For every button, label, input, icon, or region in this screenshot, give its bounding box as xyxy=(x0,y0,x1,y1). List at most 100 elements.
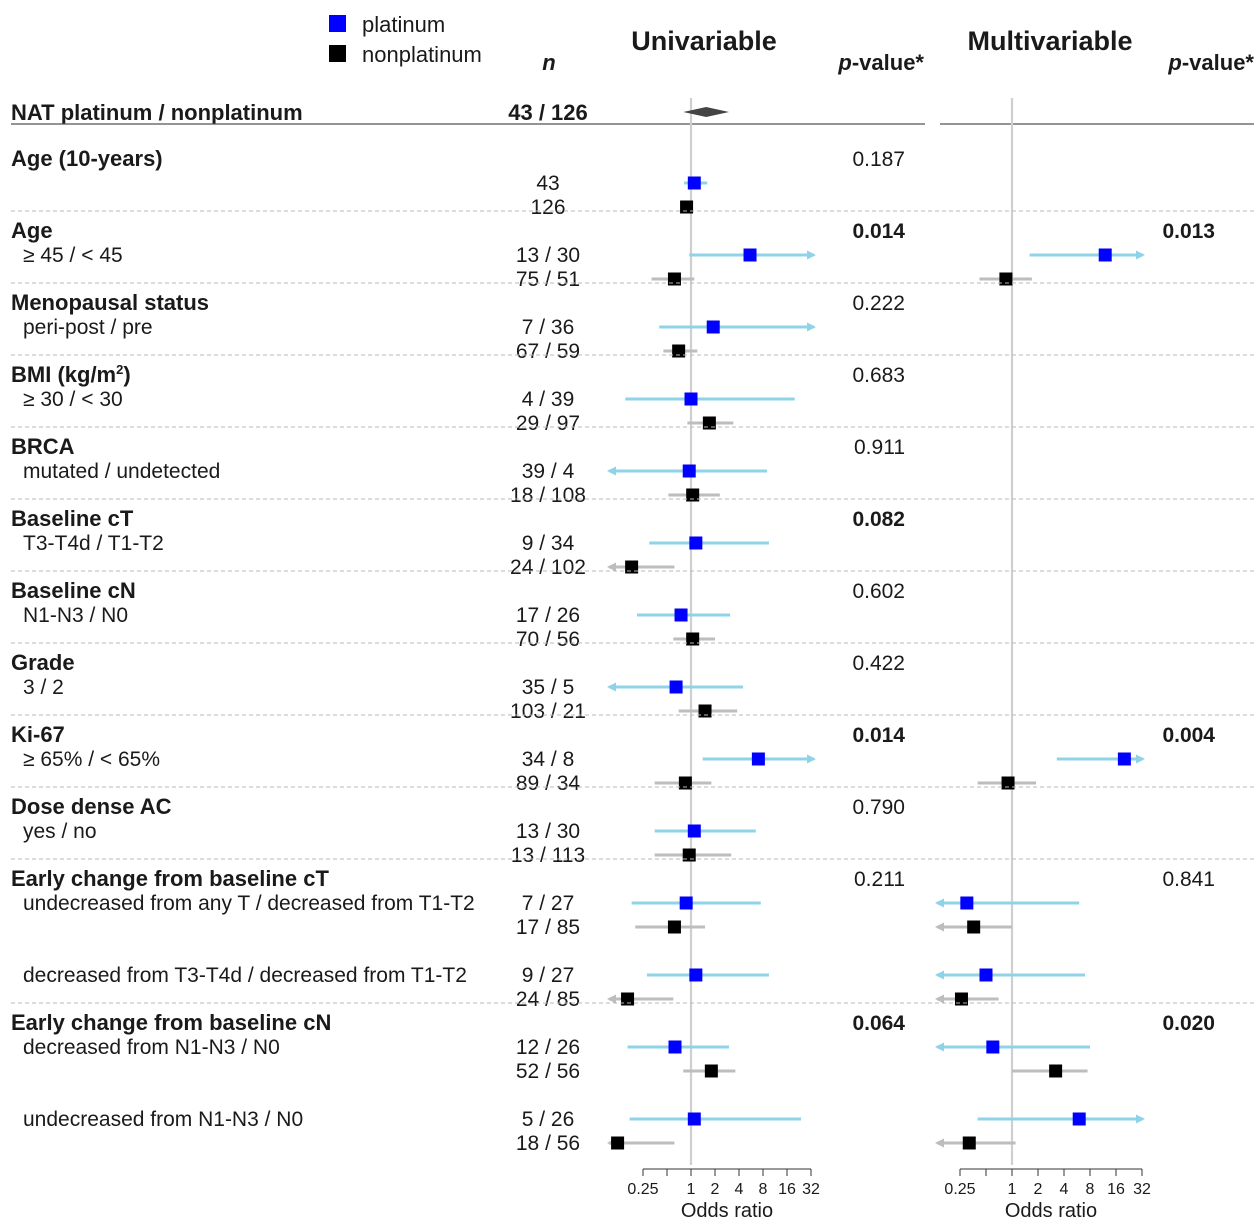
univariable-pvalue: 0.222 xyxy=(852,292,905,315)
overall-row-label: NAT platinum / nonplatinum xyxy=(11,100,303,125)
univariable-nonplatinum-point xyxy=(667,272,681,286)
univariable-pvalue-header-rest: -value* xyxy=(852,50,925,75)
univariable-pvalue: 0.082 xyxy=(852,508,905,531)
nonplatinum-n: 89 / 34 xyxy=(516,772,581,795)
univariable-tick-label: 0.25 xyxy=(627,1181,658,1198)
group-title: Ki-67 xyxy=(11,722,65,747)
nonplatinum-n: 17 / 85 xyxy=(516,916,580,939)
univariable-nonplatinum-point xyxy=(667,920,681,934)
nonplatinum-n: 24 / 102 xyxy=(510,556,586,579)
multivariable-nonplatinum-point xyxy=(999,272,1013,286)
multivariable-pvalue: 0.020 xyxy=(1162,1012,1215,1035)
legend-nonplatinum-label: nonplatinum xyxy=(362,42,482,67)
nonplatinum-n: 67 / 59 xyxy=(516,340,580,363)
univariable-platinum-point xyxy=(687,1112,701,1126)
multivariable-nonplatinum-ci-arrow-left xyxy=(935,1138,944,1148)
univariable-platinum-ci-arrow-left xyxy=(607,682,616,692)
univariable-nonplatinum-point xyxy=(611,1136,625,1150)
group-title: Dose dense AC xyxy=(11,794,172,819)
nonplatinum-n: 29 / 97 xyxy=(516,412,580,435)
group-title-superscript: 2 xyxy=(116,362,123,377)
multivariable-tick-label: 2 xyxy=(1034,1181,1043,1198)
row-label: N1-N3 / N0 xyxy=(23,604,128,627)
group-title: BMI (kg/m2) xyxy=(11,362,131,387)
univariable-nonplatinum-point xyxy=(702,416,716,430)
univariable-nonplatinum-point xyxy=(680,200,694,214)
multivariable-pvalue: 0.841 xyxy=(1162,868,1215,891)
platinum-n: 35 / 5 xyxy=(522,676,575,699)
platinum-n: 12 / 26 xyxy=(516,1036,580,1059)
multivariable-platinum-point xyxy=(979,968,993,982)
group-title: BRCA xyxy=(11,434,75,459)
univariable-nonplatinum-point xyxy=(698,704,712,718)
overall-estimate-diamond xyxy=(683,107,730,117)
platinum-n: 4 / 39 xyxy=(522,388,575,411)
platinum-n: 43 xyxy=(536,172,559,195)
univariable-platinum-point xyxy=(679,896,693,910)
platinum-n: 9 / 34 xyxy=(522,532,575,555)
univariable-pvalue: 0.211 xyxy=(854,868,905,891)
multivariable-tick-label: 1 xyxy=(1008,1181,1017,1198)
multivariable-platinum-point xyxy=(1117,752,1131,766)
multivariable-tick-label: 4 xyxy=(1060,1181,1069,1198)
univariable-platinum-point xyxy=(751,752,765,766)
univariable-platinum-ci-arrow-left xyxy=(607,466,616,476)
multivariable-platinum-ci-arrow-right xyxy=(1136,754,1145,764)
nonplatinum-n: 13 / 113 xyxy=(511,844,585,867)
multivariable-platinum-point xyxy=(1072,1112,1086,1126)
univariable-tick-label: 32 xyxy=(802,1181,820,1198)
platinum-n: 34 / 8 xyxy=(522,748,575,771)
multivariable-platinum-point xyxy=(960,896,974,910)
univariable-pvalue-header: p-value* xyxy=(837,50,924,75)
univariable-pvalue: 0.014 xyxy=(852,724,905,747)
univariable-tick-label: 4 xyxy=(735,1181,744,1198)
row-label: yes / no xyxy=(23,820,97,843)
univariable-nonplatinum-point xyxy=(682,848,696,862)
nonplatinum-n: 24 / 85 xyxy=(516,988,580,1011)
multivariable-axis-title: Odds ratio xyxy=(1005,1200,1097,1218)
univariable-nonplatinum-point xyxy=(672,344,686,358)
univariable-pvalue: 0.790 xyxy=(852,796,905,819)
legend-platinum-label: platinum xyxy=(362,12,445,37)
multivariable-nonplatinum-point xyxy=(1001,776,1015,790)
group-title: Age (10-years) xyxy=(11,146,163,171)
group-title-close: ) xyxy=(123,362,130,387)
univariable-platinum-point xyxy=(689,968,703,982)
group-title: Baseline cT xyxy=(11,506,134,531)
univariable-platinum-point xyxy=(668,1040,682,1054)
multivariable-platinum-point xyxy=(986,1040,1000,1054)
multivariable-tick-label: 0.25 xyxy=(944,1181,975,1198)
multivariable-pvalue-header-rest: -value* xyxy=(1182,50,1255,75)
univariable-pvalue: 0.422 xyxy=(852,652,905,675)
multivariable-nonplatinum-point xyxy=(962,1136,976,1150)
row-label: undecreased from N1-N3 / N0 xyxy=(23,1108,303,1131)
legend-platinum-marker xyxy=(329,15,346,32)
univariable-tick-label: 16 xyxy=(778,1181,796,1198)
multivariable-platinum-ci-arrow-right xyxy=(1136,250,1145,260)
multivariable-pvalue: 0.013 xyxy=(1162,220,1215,243)
platinum-n: 7 / 27 xyxy=(522,892,575,915)
group-title: Menopausal status xyxy=(11,290,209,315)
multivariable-platinum-ci-arrow-left xyxy=(935,970,944,980)
multivariable-tick-label: 16 xyxy=(1107,1181,1125,1198)
group-title: Early change from baseline cN xyxy=(11,1010,331,1035)
multivariable-pvalue: 0.004 xyxy=(1162,724,1215,747)
univariable-nonplatinum-point xyxy=(621,992,635,1006)
row-label: mutated / undetected xyxy=(23,460,220,483)
platinum-n: 17 / 26 xyxy=(516,604,580,627)
univariable-nonplatinum-point xyxy=(686,488,700,502)
row-label: T3-T4d / T1-T2 xyxy=(23,532,164,555)
univariable-platinum-ci-arrow-right xyxy=(807,250,816,260)
univariable-nonplatinum-point xyxy=(678,776,692,790)
nonplatinum-n: 75 / 51 xyxy=(516,268,580,291)
row-label: ≥ 65% / < 65% xyxy=(23,748,160,771)
nonplatinum-n: 18 / 56 xyxy=(516,1132,580,1155)
univariable-pvalue: 0.014 xyxy=(852,220,905,243)
multivariable-tick-label: 32 xyxy=(1133,1181,1151,1198)
univariable-tick-label: 1 xyxy=(687,1181,696,1198)
nonplatinum-n: 18 / 108 xyxy=(510,484,586,507)
univariable-header: Univariable xyxy=(631,26,777,56)
univariable-tick-label: 2 xyxy=(711,1181,720,1198)
